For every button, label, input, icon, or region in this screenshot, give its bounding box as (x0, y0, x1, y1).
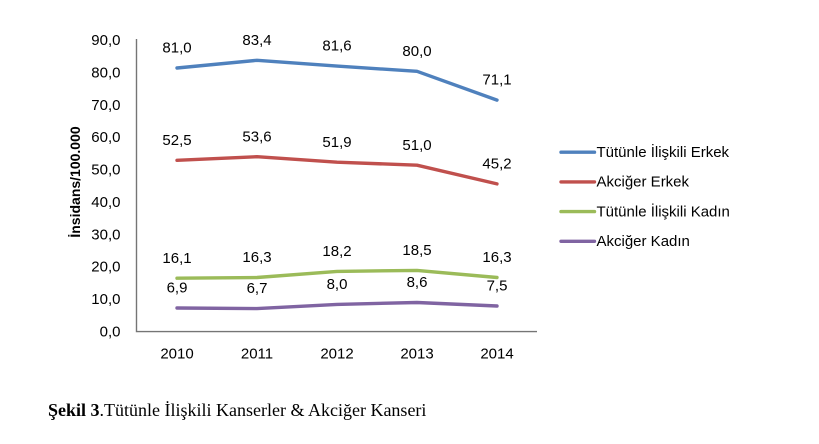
svg-text:81,6: 81,6 (322, 38, 351, 55)
svg-text:2012: 2012 (320, 345, 353, 362)
svg-text:30,0: 30,0 (91, 226, 120, 243)
svg-text:10,0: 10,0 (91, 291, 120, 308)
svg-text:Akciğer Kadın: Akciğer Kadın (597, 233, 690, 250)
svg-text:80,0: 80,0 (402, 43, 431, 60)
svg-text:40,0: 40,0 (91, 194, 120, 211)
svg-text:81,0: 81,0 (162, 40, 191, 57)
svg-text:0,0: 0,0 (100, 323, 121, 340)
svg-text:16,1: 16,1 (162, 250, 191, 267)
svg-text:51,9: 51,9 (322, 134, 351, 151)
svg-text:80,0: 80,0 (91, 64, 120, 81)
svg-text:70,0: 70,0 (91, 97, 120, 114)
svg-text:6,7: 6,7 (247, 280, 268, 297)
svg-text:90,0: 90,0 (91, 32, 120, 49)
svg-text:6,9: 6,9 (167, 280, 188, 297)
svg-text:18,2: 18,2 (322, 243, 351, 260)
svg-text:83,4: 83,4 (242, 32, 271, 49)
svg-text:Tütünle İlişkili Kadın: Tütünle İlişkili Kadın (597, 202, 730, 220)
svg-text:60,0: 60,0 (91, 129, 120, 146)
svg-text:8,0: 8,0 (327, 276, 348, 293)
svg-text:2011: 2011 (241, 345, 273, 362)
svg-text:45,2: 45,2 (482, 156, 511, 173)
svg-text:16,3: 16,3 (482, 249, 511, 266)
svg-text:İnsidans/100.000: İnsidans/100.000 (67, 126, 83, 238)
svg-text:52,5: 52,5 (162, 132, 191, 149)
svg-text:2013: 2013 (400, 345, 433, 362)
svg-text:8,6: 8,6 (407, 274, 428, 291)
svg-text:50,0: 50,0 (91, 162, 120, 179)
svg-text:2014: 2014 (480, 345, 513, 362)
svg-text:Tütünle İlişkili Erkek: Tütünle İlişkili Erkek (597, 143, 730, 161)
svg-text:53,6: 53,6 (242, 128, 271, 145)
svg-text:71,1: 71,1 (482, 72, 511, 89)
svg-text:2010: 2010 (160, 345, 193, 362)
svg-text:51,0: 51,0 (402, 137, 431, 154)
svg-text:18,5: 18,5 (402, 242, 431, 259)
svg-text:16,3: 16,3 (242, 249, 271, 266)
svg-text:Akciğer Erkek: Akciğer Erkek (597, 174, 690, 191)
svg-text:20,0: 20,0 (91, 259, 120, 276)
svg-text:7,5: 7,5 (487, 278, 508, 295)
